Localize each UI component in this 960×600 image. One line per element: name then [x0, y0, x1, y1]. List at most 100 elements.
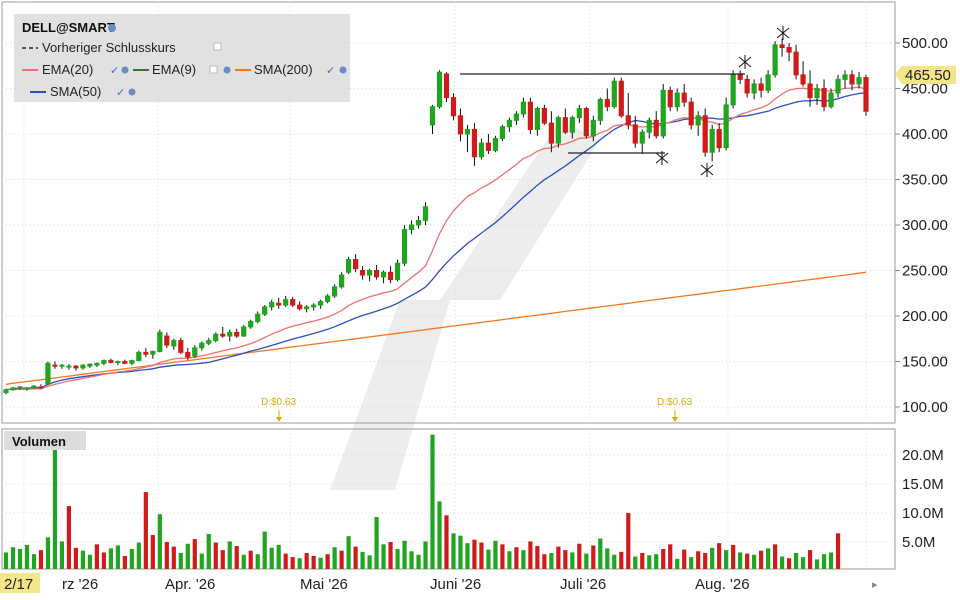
globe-icon[interactable]: [339, 66, 347, 74]
volume-bar[interactable]: [94, 544, 99, 569]
candle-down[interactable]: [73, 365, 79, 369]
volume-bar[interactable]: [556, 546, 561, 569]
candle-up[interactable]: [339, 274, 345, 288]
volume-bar[interactable]: [346, 536, 351, 569]
candle-down[interactable]: [716, 128, 722, 149]
candle-up[interactable]: [3, 389, 9, 393]
candle-up[interactable]: [842, 74, 848, 80]
volume-bar[interactable]: [192, 539, 197, 569]
volume-bar[interactable]: [451, 533, 456, 569]
volume-bar[interactable]: [528, 541, 533, 569]
candle-up[interactable]: [380, 271, 387, 278]
volume-bar[interactable]: [542, 554, 547, 569]
volume-bar[interactable]: [409, 551, 414, 569]
candle-down[interactable]: [276, 302, 282, 306]
candle-up[interactable]: [597, 98, 603, 121]
legend-ema9[interactable]: EMA(9): [152, 62, 196, 77]
candle-down[interactable]: [758, 83, 764, 91]
candle-up[interactable]: [318, 300, 324, 306]
volume-bar[interactable]: [598, 538, 603, 569]
candle-down[interactable]: [653, 119, 659, 137]
candle-down[interactable]: [290, 299, 296, 306]
candle-up[interactable]: [751, 83, 757, 94]
volume-bar[interactable]: [584, 553, 589, 569]
candle-up[interactable]: [660, 89, 666, 137]
candle-up[interactable]: [492, 138, 499, 151]
candle-up[interactable]: [422, 206, 429, 221]
candle-up[interactable]: [520, 101, 526, 115]
candle-down[interactable]: [485, 142, 492, 151]
candle-down[interactable]: [471, 128, 478, 158]
volume-bar[interactable]: [304, 553, 309, 569]
volume-bar[interactable]: [821, 554, 827, 569]
volume-bar[interactable]: [3, 552, 9, 569]
volume-bar[interactable]: [416, 554, 421, 569]
volume-bar[interactable]: [493, 540, 498, 569]
candle-up[interactable]: [366, 270, 373, 276]
candle-up[interactable]: [255, 313, 261, 322]
candle-down[interactable]: [849, 74, 855, 85]
volume-bar[interactable]: [570, 552, 575, 569]
candle-up[interactable]: [346, 259, 352, 273]
candle-down[interactable]: [737, 74, 743, 80]
legend-symbol[interactable]: DELL@SMART: [22, 20, 115, 35]
candle-down[interactable]: [562, 117, 568, 133]
candle-up[interactable]: [513, 113, 520, 121]
volume-bar[interactable]: [143, 492, 148, 569]
legend-sma200[interactable]: SMA(200): [254, 62, 313, 77]
candle-down[interactable]: [667, 89, 673, 108]
volume-bar[interactable]: [339, 550, 344, 569]
volume-bar[interactable]: [465, 543, 470, 569]
candle-down[interactable]: [143, 351, 149, 355]
volume-bar[interactable]: [318, 557, 323, 569]
volume-bar[interactable]: [710, 547, 715, 569]
volume-bar[interactable]: [374, 517, 379, 569]
volume-bar[interactable]: [45, 537, 51, 569]
volume-bar[interactable]: [360, 551, 365, 569]
check-icon[interactable]: ✓: [116, 87, 125, 99]
candle-up[interactable]: [157, 331, 163, 352]
globe-icon[interactable]: [128, 88, 136, 96]
candle-up[interactable]: [856, 77, 862, 85]
volume-bar[interactable]: [122, 555, 127, 569]
volume-bar[interactable]: [38, 550, 44, 569]
volume-bar[interactable]: [521, 550, 526, 569]
candle-down[interactable]: [450, 97, 457, 117]
volume-bar[interactable]: [773, 544, 778, 569]
candle-up[interactable]: [723, 104, 729, 149]
candle-up[interactable]: [814, 88, 820, 99]
candle-up[interactable]: [765, 74, 771, 91]
volume-bar[interactable]: [269, 547, 274, 569]
candle-up[interactable]: [835, 78, 841, 94]
candle-down[interactable]: [178, 340, 184, 353]
volume-bar[interactable]: [423, 541, 428, 569]
candle-up[interactable]: [192, 347, 198, 357]
globe-icon[interactable]: [223, 66, 231, 74]
volume-bar[interactable]: [430, 434, 435, 569]
candle-down[interactable]: [604, 98, 610, 108]
volume-bar[interactable]: [171, 546, 176, 569]
volume-bar[interactable]: [367, 555, 372, 569]
volume-bar[interactable]: [717, 543, 722, 569]
candle-down[interactable]: [122, 361, 128, 364]
candle-down[interactable]: [38, 386, 44, 389]
volume-bar[interactable]: [800, 557, 806, 569]
pivot-marker-icon[interactable]: [700, 163, 714, 177]
volume-bar[interactable]: [206, 533, 211, 569]
volume-bar[interactable]: [115, 545, 120, 569]
ema20-line[interactable]: [5, 86, 867, 391]
volume-bar[interactable]: [724, 550, 729, 569]
volume-bar[interactable]: [178, 553, 183, 569]
candle-down[interactable]: [297, 304, 303, 310]
volume-bar[interactable]: [17, 548, 23, 569]
candle-down[interactable]: [387, 271, 394, 281]
candle-up[interactable]: [464, 128, 471, 135]
volume-bar[interactable]: [759, 550, 764, 569]
volume-bar[interactable]: [388, 542, 393, 569]
candle-up[interactable]: [241, 326, 247, 337]
candle-up[interactable]: [709, 128, 715, 153]
legend-sma50[interactable]: SMA(50): [50, 84, 101, 99]
candle-down[interactable]: [807, 83, 813, 99]
volume-bar[interactable]: [24, 544, 30, 569]
checkbox-icon[interactable]: [213, 42, 222, 51]
